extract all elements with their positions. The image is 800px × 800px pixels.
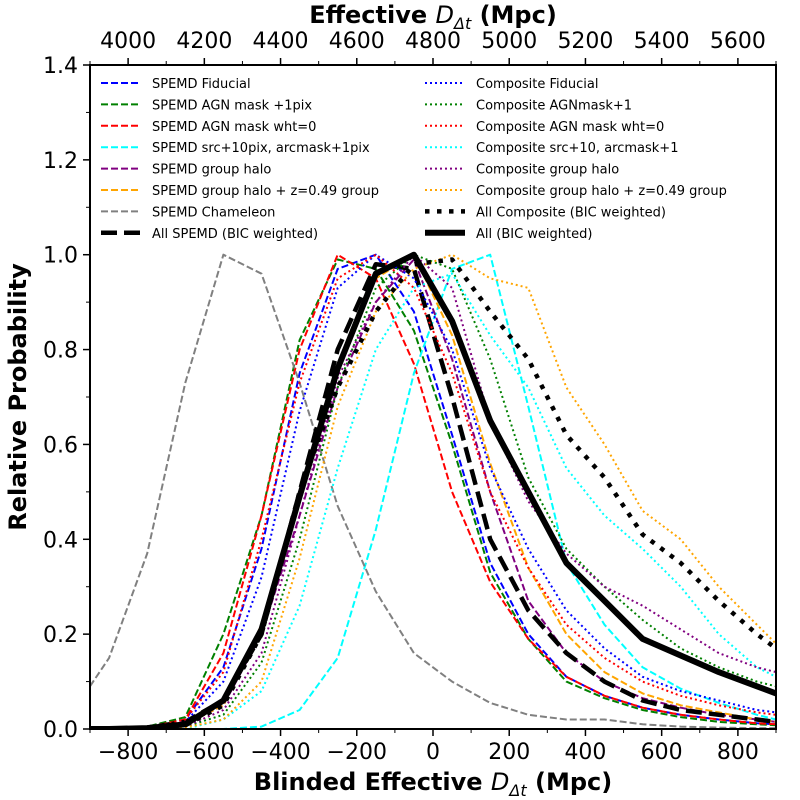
series-line-all-bic-weighted bbox=[90, 251, 776, 729]
legend-label: All Composite (BIC weighted) bbox=[476, 205, 666, 220]
legend-item: SPEMD src+10pix, arcmask+1pix bbox=[101, 141, 370, 156]
x-tick-label-bottom: 0 bbox=[426, 740, 440, 765]
legend-item: Composite AGN mask wht=0 bbox=[425, 120, 664, 135]
legend-item: SPEMD Chameleon bbox=[101, 205, 275, 220]
x-tick-label-bottom: 400 bbox=[564, 740, 606, 765]
series-line-composite-group-halo bbox=[90, 253, 776, 729]
legend-label: SPEMD AGN mask +1pix bbox=[152, 98, 312, 113]
legend-item: SPEMD group halo bbox=[101, 163, 271, 178]
legend-item: Composite Fiducial bbox=[425, 77, 598, 92]
y-tick-label: 1.0 bbox=[43, 244, 78, 269]
legend-label: SPEMD Fiducial bbox=[152, 77, 251, 92]
legend-label: SPEMD group halo bbox=[152, 163, 271, 178]
legend-item: Composite src+10, arcmask+1 bbox=[425, 141, 678, 156]
x-tick-label-top: 4800 bbox=[405, 29, 461, 54]
legend-item: Composite group halo + z=0.49 group bbox=[425, 184, 727, 199]
legend-label: Composite group halo + z=0.49 group bbox=[476, 184, 727, 199]
series-line-spemd-agn-mask-wht-0 bbox=[90, 253, 776, 729]
x-tick-label-bottom: −400 bbox=[250, 740, 310, 765]
legend-label: Composite group halo bbox=[476, 163, 619, 178]
legend-item: All SPEMD (BIC weighted) bbox=[101, 227, 318, 242]
legend-label: All SPEMD (BIC weighted) bbox=[152, 227, 318, 242]
legend-item: SPEMD AGN mask wht=0 bbox=[101, 120, 316, 135]
y-tick-label: 0.4 bbox=[43, 528, 78, 553]
y-axis-title: Relative Probability bbox=[4, 263, 32, 531]
x-tick-label-bottom: −200 bbox=[327, 740, 387, 765]
legend-label: Composite Fiducial bbox=[476, 77, 598, 92]
series-line-spemd-chameleon bbox=[90, 253, 776, 729]
x-tick-label-top: 4600 bbox=[329, 29, 385, 54]
y-tick-label: 0.2 bbox=[43, 623, 78, 648]
x-tick-label-bottom: 800 bbox=[717, 740, 759, 765]
legend-label: Composite AGN mask wht=0 bbox=[476, 120, 664, 135]
legend-item: SPEMD AGN mask +1pix bbox=[101, 98, 312, 113]
legend-label: All (BIC weighted) bbox=[476, 227, 592, 242]
series-line-composite-agn-mask-wht-0 bbox=[90, 253, 776, 729]
legend-item: All (BIC weighted) bbox=[425, 227, 592, 242]
x-tick-label-bottom: 600 bbox=[641, 740, 683, 765]
y-tick-label: 0.0 bbox=[43, 718, 78, 743]
legend: SPEMD Fiducial SPEMD AGN mask +1pix SPEMD … bbox=[101, 77, 727, 242]
series-layer bbox=[90, 251, 776, 729]
x-tick-label-bottom: 200 bbox=[488, 740, 530, 765]
y-tick-label: 1.2 bbox=[43, 149, 78, 174]
legend-item: SPEMD Fiducial bbox=[101, 77, 251, 92]
series-line-composite-group-halo-z-0-49-group bbox=[90, 253, 776, 729]
x-tick-label-top: 5200 bbox=[557, 29, 613, 54]
legend-label: Composite src+10, arcmask+1 bbox=[476, 141, 678, 156]
legend-item: Composite group halo bbox=[425, 163, 619, 178]
legend-item: SPEMD group halo + z=0.49 group bbox=[101, 184, 379, 199]
x-tick-label-top: 4400 bbox=[253, 29, 309, 54]
x-axis-title-bottom: Blinded Effective DΔt (Mpc) bbox=[254, 768, 612, 800]
legend-label: SPEMD AGN mask wht=0 bbox=[152, 120, 316, 135]
legend-label: SPEMD src+10pix, arcmask+1pix bbox=[152, 141, 370, 156]
legend-label: Composite AGNmask+1 bbox=[476, 98, 632, 113]
legend-item: All Composite (BIC weighted) bbox=[425, 205, 666, 220]
x-tick-label-top: 5000 bbox=[481, 29, 537, 54]
series-line-composite-src-10-arcmask-1 bbox=[90, 272, 776, 729]
legend-item: Composite AGNmask+1 bbox=[425, 98, 632, 113]
x-tick-label-bottom: −600 bbox=[174, 740, 234, 765]
y-tick-label: 0.8 bbox=[43, 339, 78, 364]
x-tick-label-bottom: −800 bbox=[98, 740, 158, 765]
x-tick-label-top: 5400 bbox=[634, 29, 690, 54]
x-tick-label-top: 4200 bbox=[176, 29, 232, 54]
x-tick-label-top: 5600 bbox=[710, 29, 766, 54]
ticks-layer: −800 −600 −400 −200 0 200 400 600 800 4000 4200 440… bbox=[43, 29, 777, 765]
series-line-spemd-agn-mask-1pix bbox=[90, 258, 776, 729]
legend-label: SPEMD group halo + z=0.49 group bbox=[152, 184, 379, 199]
y-tick-label: 0.6 bbox=[43, 433, 78, 458]
x-axis-title-top: Effective DΔt (Mpc) bbox=[309, 1, 557, 33]
x-tick-label-top: 4000 bbox=[100, 29, 156, 54]
y-tick-label: 1.4 bbox=[43, 54, 78, 79]
legend-label: SPEMD Chameleon bbox=[152, 205, 275, 220]
